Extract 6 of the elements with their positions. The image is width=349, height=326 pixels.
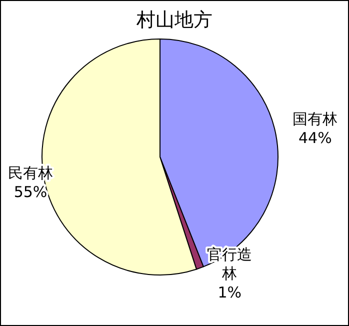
data-label: 55% (14, 183, 48, 202)
data-label: 44% (298, 128, 332, 147)
slice-label: 官行造林 (207, 246, 252, 283)
data-label: 1% (218, 284, 242, 302)
slice-label: 国有林 (292, 110, 338, 128)
chart-title: 村山地方 (136, 9, 212, 31)
